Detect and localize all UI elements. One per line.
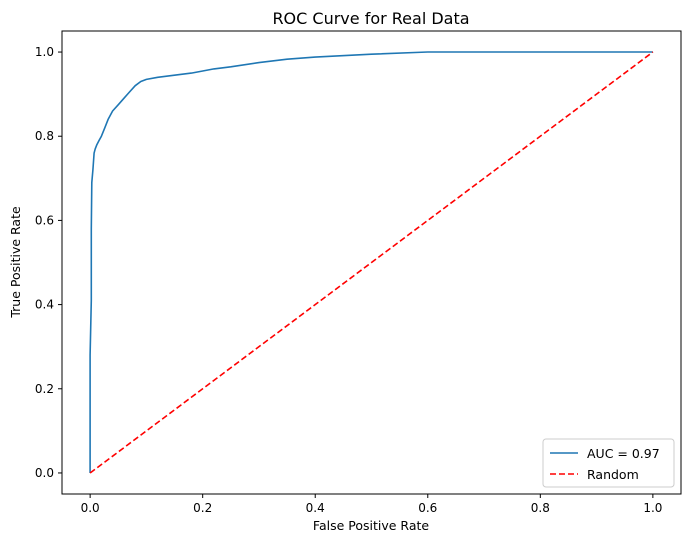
x-tick-label: 0.8 (531, 501, 550, 515)
series-layer (89, 51, 654, 474)
x-axis-ticks: 0.0 0.2 0.4 0.6 0.8 1.0 (81, 494, 662, 515)
y-tick-label: 0.2 (35, 382, 54, 396)
plot-frame (61, 30, 682, 495)
legend-label-auc: AUC = 0.97 (587, 446, 660, 461)
random-baseline-line (89, 51, 654, 474)
plot-area (61, 30, 682, 495)
y-tick-label: 1.0 (35, 45, 54, 59)
y-tick-label: 0.4 (35, 298, 54, 312)
y-axis-ticks: 0.0 0.2 0.4 0.6 0.8 1.0 (35, 45, 62, 480)
y-tick-label: 0.0 (35, 466, 54, 480)
y-tick-label: 0.8 (35, 129, 54, 143)
x-axis-label: False Positive Rate (313, 518, 429, 533)
x-tick-label: 1.0 (643, 501, 662, 515)
roc-curve-line (89, 51, 653, 473)
x-tick-label: 0.0 (81, 501, 100, 515)
legend-box (542, 438, 675, 488)
y-tick-label: 0.6 (35, 213, 54, 227)
chart-title: ROC Curve for Real Data (272, 9, 469, 28)
x-tick-label: 0.4 (306, 501, 325, 515)
y-axis-label: True Positive Rate (8, 206, 23, 319)
legend-label-random: Random (587, 467, 639, 482)
x-tick-label: 0.2 (193, 501, 212, 515)
x-tick-label: 0.6 (418, 501, 437, 515)
legend: AUC = 0.97 Random (542, 438, 675, 488)
